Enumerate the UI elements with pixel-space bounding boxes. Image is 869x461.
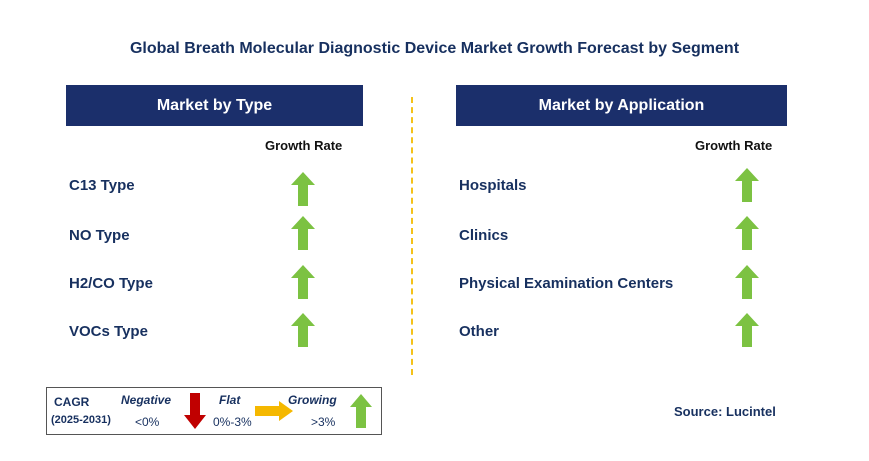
- growing-arrow-icon: [291, 313, 315, 347]
- legend-negative-label: Negative: [121, 393, 172, 407]
- growing-arrow-icon: [291, 265, 315, 299]
- flat-arrow-icon: [255, 401, 293, 421]
- growing-arrow-icon: [735, 168, 759, 202]
- source-label: Source: Lucintel: [674, 404, 776, 419]
- application-panel-header: Market by Application: [456, 85, 787, 126]
- type-growth-rate-label: Growth Rate: [265, 138, 343, 153]
- chart-title: Global Breath Molecular Diagnostic Devic…: [129, 40, 740, 57]
- type-row-label-no: NO Type: [69, 227, 130, 244]
- growing-arrow-icon: [291, 216, 315, 250]
- application-row-label-physical-examination-centers: Physical Examination Centers: [459, 275, 674, 292]
- legend-period-label: (2025-2031): [51, 414, 111, 426]
- type-panel-header: Market by Type: [66, 85, 363, 126]
- type-row-label-vocs: VOCs Type: [69, 323, 148, 340]
- growing-arrow-icon: [735, 265, 759, 299]
- legend-growing-range: >3%: [311, 415, 336, 429]
- panel-divider: [411, 97, 413, 375]
- growing-arrow-icon: [735, 313, 759, 347]
- growing-arrow-icon: [350, 394, 372, 428]
- application-row-label-hospitals: Hospitals: [459, 177, 527, 194]
- legend-flat-range: 0%-3%: [213, 415, 252, 429]
- legend-growing-label: Growing: [288, 393, 337, 407]
- cagr-legend: CAGR (2025-2031) Negative <0% Flat 0%-3%…: [46, 387, 382, 435]
- type-row-label-h2co: H2/CO Type: [69, 275, 153, 292]
- type-row-label-c13: C13 Type: [69, 177, 135, 194]
- application-growth-rate-label: Growth Rate: [695, 138, 773, 153]
- legend-negative-range: <0%: [135, 415, 160, 429]
- application-row-label-other: Other: [459, 323, 500, 340]
- legend-cagr-label: CAGR: [54, 395, 90, 409]
- negative-arrow-icon: [184, 393, 206, 429]
- growing-arrow-icon: [291, 172, 315, 206]
- application-row-label-clinics: Clinics: [459, 227, 509, 244]
- growing-arrow-icon: [735, 216, 759, 250]
- legend-flat-label: Flat: [219, 393, 241, 407]
